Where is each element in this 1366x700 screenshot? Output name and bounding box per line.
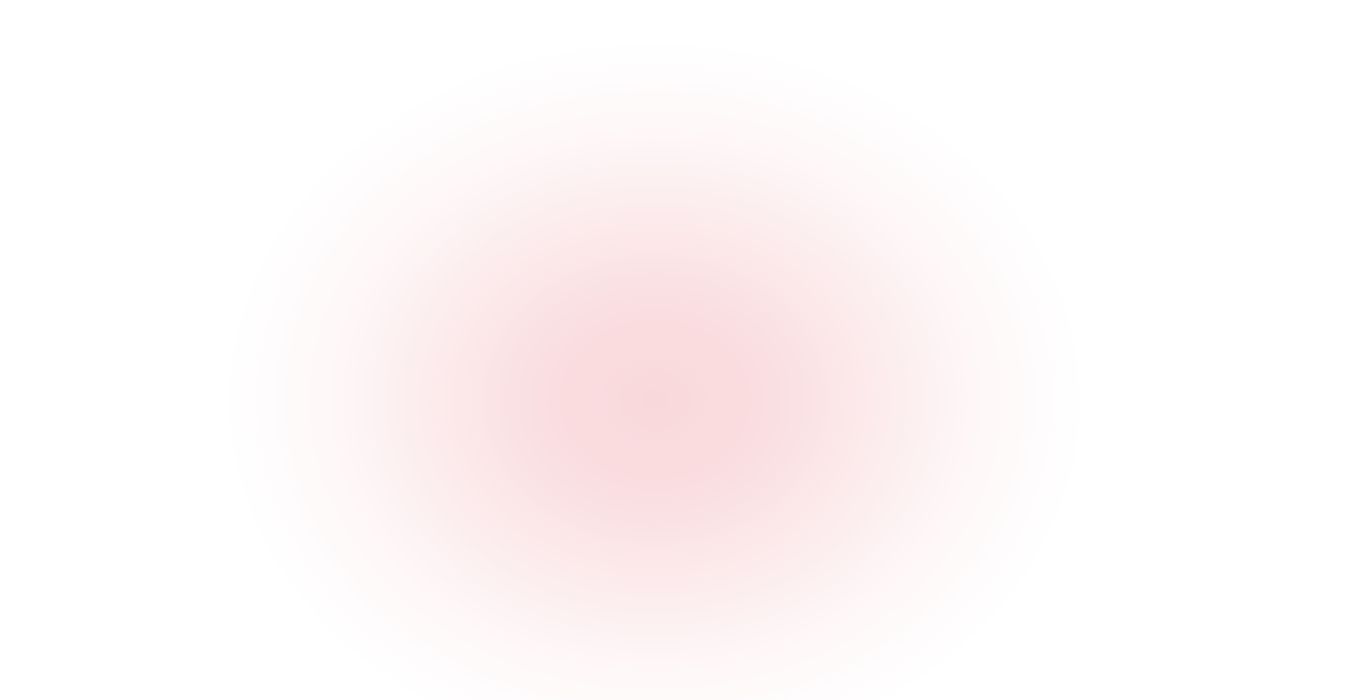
radial-glow-background	[0, 0, 1366, 700]
